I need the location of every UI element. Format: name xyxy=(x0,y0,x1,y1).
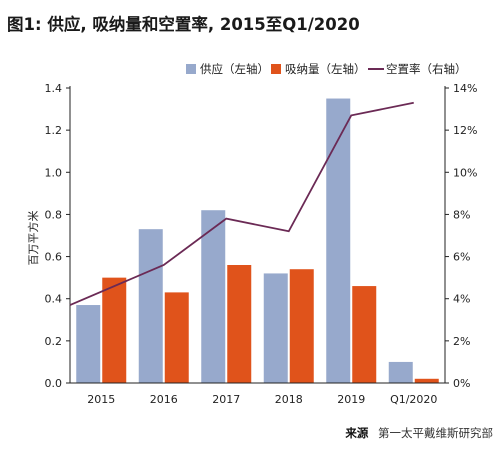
y-tick-label-1: 0.2 xyxy=(45,335,63,348)
vacancy-line xyxy=(69,101,414,306)
bar-supply-4 xyxy=(326,98,351,384)
chart-title: 图1: 供应, 吸纳量和空置率, 2015至Q1/2020 xyxy=(7,14,360,34)
bar-supply-2 xyxy=(201,210,226,383)
plot-area xyxy=(69,86,446,384)
y2-tick-label-0: 0% xyxy=(453,377,470,390)
x-tick-label-3: 2018 xyxy=(275,393,303,406)
source-note: 来源 第一太平戴维斯研究部 xyxy=(344,426,493,440)
bar-absorption-0 xyxy=(102,277,127,383)
bar-absorption-5 xyxy=(414,378,439,383)
y2-tick-label-5: 10% xyxy=(453,166,477,179)
legend-swatch-1 xyxy=(271,64,281,74)
y-tick-label-2: 0.4 xyxy=(45,293,63,306)
x-tick-label-1: 2016 xyxy=(150,393,178,406)
legend: 供应（左轴） 吸纳量（左轴） 空置率（右轴） xyxy=(186,62,467,76)
bar-absorption-4 xyxy=(352,286,377,383)
y-tick-label-3: 0.6 xyxy=(45,251,63,264)
y2-tick-label-6: 12% xyxy=(453,124,477,137)
source-label: 来源 xyxy=(344,426,368,440)
source-text: 第一太平戴维斯研究部 xyxy=(378,426,493,440)
bar-supply-1 xyxy=(138,229,163,383)
bar-supply-3 xyxy=(263,273,288,383)
y2-axis-ticks: 0% 2% 4% 6% 8% 10% 12% 14% xyxy=(445,82,477,390)
legend-swatch-0 xyxy=(186,64,196,74)
bar-absorption-1 xyxy=(164,292,189,383)
y2-tick-label-7: 14% xyxy=(453,82,477,95)
x-tick-label-2: 2017 xyxy=(212,393,240,406)
y-axis-label: 百万平方米 xyxy=(26,211,40,266)
x-tick-label-0: 2015 xyxy=(87,393,115,406)
y-tick-label-6: 1.2 xyxy=(45,124,63,137)
y-tick-label-5: 1.0 xyxy=(45,166,63,179)
legend-label-1: 吸纳量（左轴） xyxy=(285,62,366,76)
x-axis-ticks: 2015 2016 2017 2018 2019 Q1/2020 xyxy=(87,393,437,406)
y2-tick-label-2: 4% xyxy=(453,293,470,306)
y-tick-label-7: 1.4 xyxy=(45,82,63,95)
bar-absorption-2 xyxy=(227,265,252,383)
y2-tick-label-4: 8% xyxy=(453,208,470,221)
y2-tick-label-3: 6% xyxy=(453,251,470,264)
legend-label-0: 供应（左轴） xyxy=(200,62,269,76)
y2-tick-label-1: 2% xyxy=(453,335,470,348)
bar-supply-0 xyxy=(76,305,101,383)
bar-supply-5 xyxy=(388,361,413,383)
y-tick-label-4: 0.8 xyxy=(45,208,63,221)
bar-absorption-3 xyxy=(289,269,314,383)
x-tick-label-5: Q1/2020 xyxy=(390,393,437,406)
legend-label-2: 空置率（右轴） xyxy=(386,62,467,76)
y-axis-ticks: 0.0 0.2 0.4 0.6 0.8 1.0 1.2 1.4 xyxy=(45,82,70,390)
x-tick-label-4: 2019 xyxy=(337,393,365,406)
y-tick-label-0: 0.0 xyxy=(45,377,63,390)
